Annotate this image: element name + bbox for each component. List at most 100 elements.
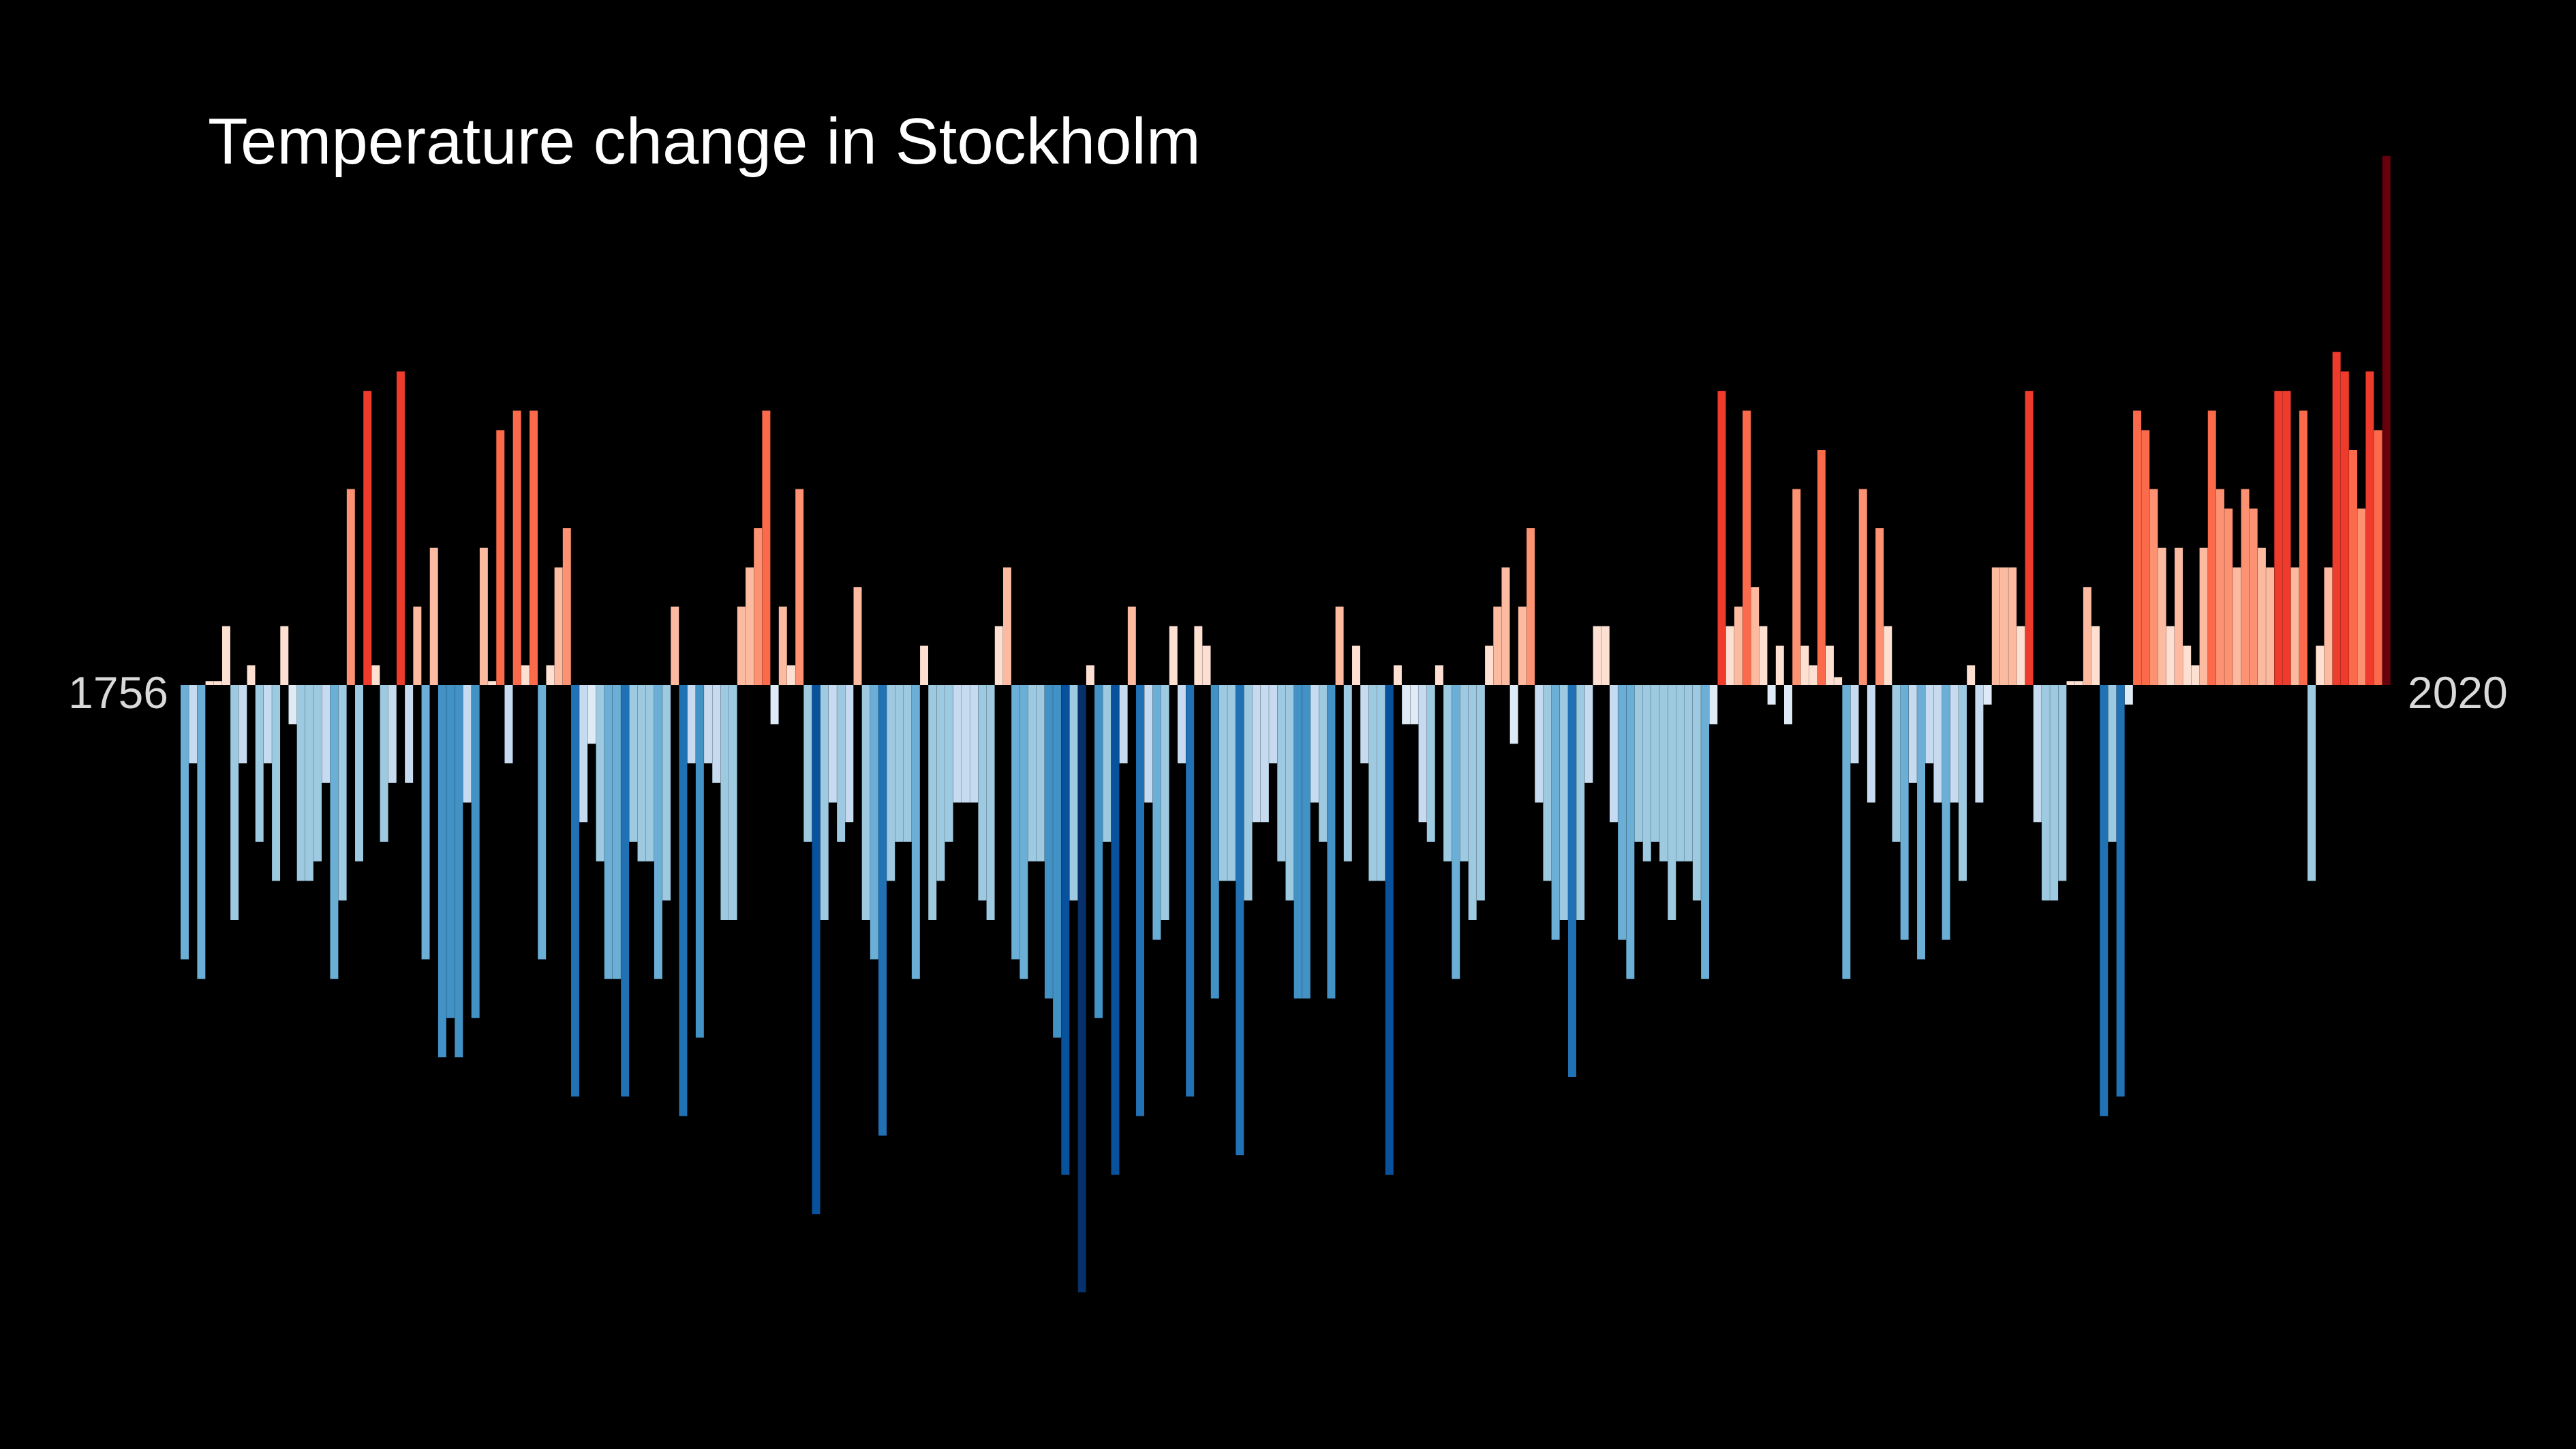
bar-1946 (1759, 626, 1768, 685)
bar-1772 (313, 685, 322, 861)
bar-1906 (1426, 685, 1435, 842)
bar-1956 (1842, 685, 1851, 979)
bar-1940 (1709, 685, 1718, 724)
bar-1955 (1834, 677, 1843, 685)
bar-1944 (1743, 410, 1751, 685)
bar-1925 (1584, 685, 1593, 783)
bar-1966 (1925, 685, 1934, 763)
bar-1782 (396, 371, 405, 685)
bar-1824 (746, 567, 754, 685)
bar-1766 (263, 685, 272, 763)
bar-1880 (1210, 685, 1219, 998)
bar-1840 (878, 685, 887, 1136)
bar-1804 (579, 685, 588, 823)
bar-1827 (770, 685, 779, 724)
bar-1866 (1094, 685, 1103, 1018)
bar-1808 (612, 685, 621, 979)
bar-1936 (1676, 685, 1685, 861)
bar-1769 (288, 685, 297, 724)
bar-1764 (247, 665, 256, 685)
bar-1976 (2008, 567, 2017, 685)
bar-1848 (945, 685, 953, 842)
bar-1933 (1651, 685, 1659, 842)
bar-1863 (1069, 685, 1078, 901)
bar-1874 (1161, 685, 1169, 920)
bar-1865 (1086, 665, 1094, 685)
bar-1788 (446, 685, 455, 1018)
bar-1859 (1036, 685, 1045, 861)
bar-1867 (1103, 685, 1111, 842)
bar-1802 (562, 528, 571, 685)
bar-1888 (1277, 685, 1286, 861)
bar-2018 (2357, 508, 2366, 685)
bar-1768 (280, 626, 289, 685)
bar-1796 (512, 410, 521, 685)
bar-2006 (2257, 547, 2266, 685)
bar-1921 (1551, 685, 1560, 940)
bar-1912 (1476, 685, 1485, 901)
bar-1883 (1236, 685, 1244, 1155)
bar-1811 (637, 685, 646, 861)
bar-1830 (795, 489, 804, 685)
bar-1927 (1601, 626, 1610, 685)
bar-1809 (621, 685, 630, 1097)
bar-1857 (1019, 685, 1028, 979)
bar-1770 (296, 685, 305, 881)
bar-1833 (820, 685, 829, 920)
bar-1819 (704, 685, 713, 763)
bar-1954 (1825, 645, 1834, 685)
bar-1947 (1767, 685, 1776, 705)
bar-2015 (2332, 352, 2341, 685)
bar-1994 (2158, 547, 2166, 685)
bar-1877 (1186, 685, 1195, 1097)
bar-1953 (1817, 450, 1826, 685)
bar-1998 (2191, 665, 2200, 685)
bar-1852 (978, 685, 987, 901)
bar-1970 (1959, 685, 1967, 881)
bar-1872 (1144, 685, 1153, 803)
bar-1890 (1293, 685, 1302, 998)
bar-1760 (213, 681, 222, 685)
bar-1950 (1792, 489, 1801, 685)
bar-2001 (2215, 489, 2224, 685)
bar-1975 (1999, 567, 2008, 685)
bar-2008 (2274, 391, 2283, 685)
bar-2005 (2249, 508, 2258, 685)
bar-2013 (2316, 645, 2325, 685)
bar-1963 (1900, 685, 1909, 940)
bar-1869 (1119, 685, 1128, 763)
bar-1798 (530, 410, 538, 685)
bar-1914 (1493, 607, 1502, 685)
bar-1860 (1044, 685, 1053, 998)
bar-1901 (1385, 685, 1394, 1175)
bar-1942 (1726, 626, 1734, 685)
bar-1854 (994, 626, 1003, 685)
bar-1828 (778, 607, 787, 685)
bar-1775 (338, 685, 347, 901)
bar-2012 (2307, 685, 2316, 881)
bar-1924 (1576, 685, 1585, 920)
bar-1959 (1867, 685, 1875, 803)
bar-1892 (1310, 685, 1319, 803)
bar-2021 (2382, 155, 2391, 685)
bar-1862 (1061, 685, 1070, 1175)
bar-1893 (1319, 685, 1328, 842)
bar-1886 (1260, 685, 1269, 823)
bar-1885 (1252, 685, 1261, 823)
bar-1907 (1435, 665, 1443, 685)
bar-1786 (429, 547, 438, 685)
bar-1817 (687, 685, 696, 763)
bar-1758 (197, 685, 206, 979)
bar-2003 (2233, 567, 2241, 685)
bar-1871 (1136, 685, 1144, 1116)
bar-1756 (181, 685, 189, 960)
bar-1991 (2133, 410, 2142, 685)
bar-1822 (729, 685, 737, 920)
bar-1928 (1609, 685, 1618, 823)
bar-1913 (1485, 645, 1494, 685)
bar-1773 (322, 685, 331, 783)
bar-1882 (1227, 685, 1236, 881)
bar-1931 (1634, 685, 1643, 842)
bar-1973 (1983, 685, 1992, 705)
bar-1846 (928, 685, 937, 920)
